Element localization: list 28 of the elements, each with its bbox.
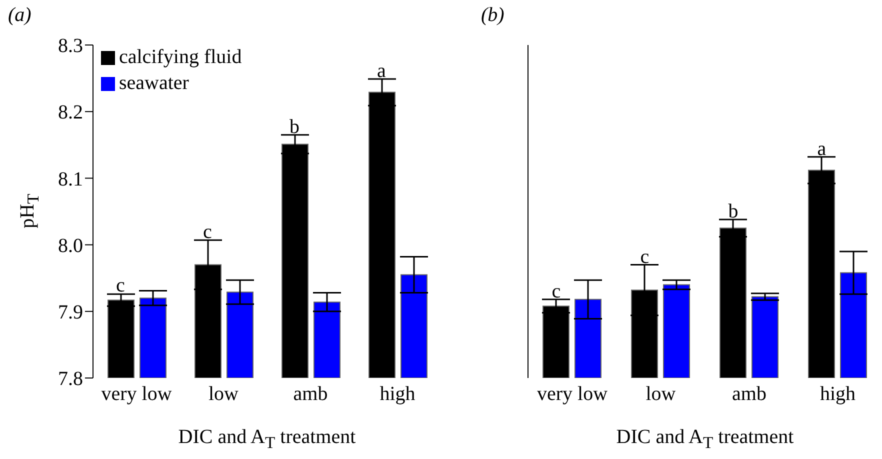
x-tick-label: high — [820, 383, 856, 406]
annotation: c — [640, 246, 650, 268]
annotation: c — [552, 280, 561, 302]
annotation: c — [116, 274, 126, 296]
x-tick-label: low — [208, 383, 240, 406]
x-tick-label: very low — [536, 383, 608, 406]
annotation: a — [377, 60, 386, 82]
annotation: b — [728, 200, 738, 222]
annotation: a — [817, 138, 826, 160]
x-axis-title: DIC and A$_{T}$ treatment — [177, 426, 357, 453]
chart-title: (b) — [481, 4, 504, 27]
x-tick-label: amb — [293, 383, 328, 406]
legend-label: calcifying fluid — [119, 46, 242, 68]
y-tick-label: 7.8 — [58, 368, 83, 390]
annotation: b — [290, 116, 300, 138]
legend-label: seawater — [119, 72, 189, 94]
y-tick-label: 8.3 — [58, 35, 83, 58]
x-tick-label: amb — [732, 383, 766, 406]
y-tick-label: 7.9 — [58, 302, 83, 324]
y-tick-label: 8.2 — [58, 102, 83, 124]
x-tick-label: low — [646, 383, 676, 406]
y-tick-label: 8.0 — [58, 234, 83, 257]
x-axis-title: DIC and A$_{T}$ treatment — [615, 426, 795, 453]
chart-title: (a) — [8, 4, 32, 27]
x-tick-label: high — [380, 383, 416, 406]
annotation: c — [203, 221, 212, 244]
y-tick-label: 8.1 — [58, 168, 83, 190]
x-tick-label: very low — [101, 383, 172, 406]
